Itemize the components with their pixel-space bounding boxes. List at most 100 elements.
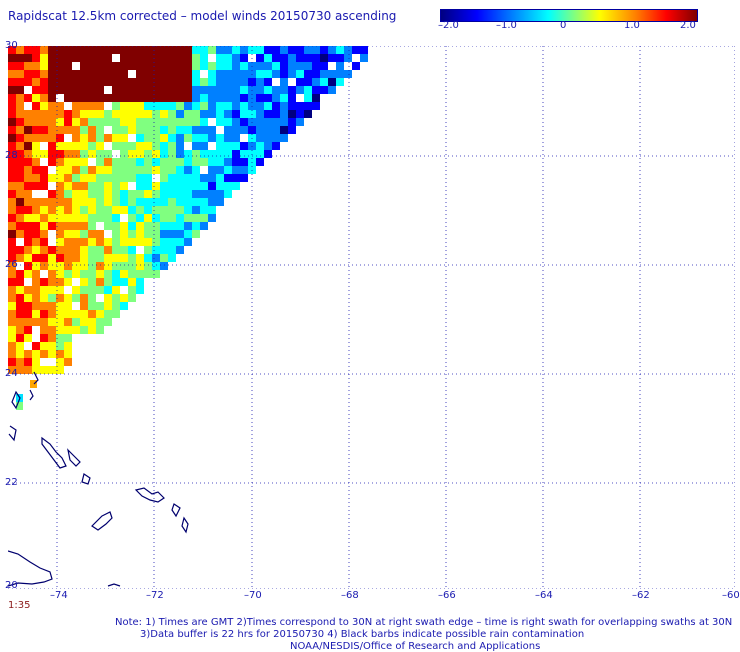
wind-cell xyxy=(64,262,72,270)
wind-cell xyxy=(144,126,152,134)
wind-cell xyxy=(96,174,104,182)
wind-cell xyxy=(64,110,72,118)
wind-cell xyxy=(144,110,152,118)
wind-cell xyxy=(184,198,192,206)
wind-cell xyxy=(24,78,32,86)
wind-cell xyxy=(272,126,280,134)
wind-cell xyxy=(304,102,312,110)
wind-cell xyxy=(32,62,40,70)
note-line-1: Note: 1) Times are GMT 2)Times correspon… xyxy=(115,617,733,628)
wind-cell xyxy=(8,86,16,94)
wind-cell xyxy=(64,62,72,70)
wind-cell xyxy=(112,166,120,174)
wind-cell xyxy=(16,342,24,350)
wind-cell xyxy=(16,62,24,70)
wind-cell xyxy=(312,94,320,102)
wind-cell xyxy=(72,310,80,318)
wind-cell xyxy=(112,222,120,230)
wind-cell xyxy=(16,246,24,254)
wind-cell xyxy=(200,134,208,142)
wind-cell xyxy=(120,94,128,102)
wind-cell xyxy=(208,134,216,142)
wind-cell xyxy=(144,54,152,62)
wind-cell xyxy=(272,46,280,54)
wind-cell xyxy=(32,302,40,310)
wind-cell xyxy=(256,150,264,158)
wind-cell xyxy=(208,70,216,78)
wind-cell xyxy=(8,286,16,294)
wind-cell xyxy=(8,182,16,190)
wind-cell xyxy=(256,126,264,134)
wind-cell xyxy=(80,310,88,318)
wind-cell xyxy=(184,110,192,118)
wind-cell xyxy=(104,310,112,318)
wind-cell xyxy=(120,118,128,126)
wind-cell xyxy=(16,150,24,158)
wind-cell xyxy=(144,222,152,230)
wind-cell xyxy=(72,142,80,150)
wind-cell xyxy=(264,118,272,126)
wind-cell xyxy=(120,134,128,142)
wind-cell xyxy=(152,110,160,118)
wind-cell xyxy=(160,118,168,126)
wind-cell xyxy=(232,126,240,134)
wind-cell xyxy=(200,158,208,166)
wind-cell xyxy=(32,358,40,366)
lat-lon-grid xyxy=(8,46,735,589)
wind-cell xyxy=(128,222,136,230)
wind-cell xyxy=(176,150,184,158)
wind-cell xyxy=(96,246,104,254)
wind-cell xyxy=(8,262,16,270)
wind-cell xyxy=(136,166,144,174)
wind-cell xyxy=(32,166,40,174)
wind-cell xyxy=(168,78,176,86)
wind-cell xyxy=(128,46,136,54)
wind-cell xyxy=(56,246,64,254)
island-abaco xyxy=(33,371,39,385)
wind-cell xyxy=(328,86,336,94)
colorbar xyxy=(440,9,698,22)
wind-cell xyxy=(128,198,136,206)
wind-cell xyxy=(200,182,208,190)
wind-cell xyxy=(256,62,264,70)
wind-cell xyxy=(344,54,352,62)
wind-cell xyxy=(160,166,168,174)
wind-cell xyxy=(104,62,112,70)
wind-cell xyxy=(120,174,128,182)
wind-cell xyxy=(264,102,272,110)
wind-cell xyxy=(16,254,24,262)
wind-cell xyxy=(176,166,184,174)
wind-cell xyxy=(8,54,16,62)
wind-cell xyxy=(72,206,80,214)
wind-cell xyxy=(16,214,24,222)
wind-cell xyxy=(40,110,48,118)
wind-cell xyxy=(136,118,144,126)
wind-cell xyxy=(200,78,208,86)
wind-cell xyxy=(72,174,80,182)
wind-cell xyxy=(144,206,152,214)
wind-cell xyxy=(56,190,64,198)
wind-cell xyxy=(136,46,144,54)
wind-cell xyxy=(64,278,72,286)
wind-cell xyxy=(48,126,56,134)
wind-cell xyxy=(176,158,184,166)
wind-cell xyxy=(16,402,23,410)
wind-cell xyxy=(136,54,144,62)
wind-cell xyxy=(288,102,296,110)
wind-cell xyxy=(160,214,168,222)
wind-cell xyxy=(48,302,56,310)
wind-cell xyxy=(160,230,168,238)
wind-cell xyxy=(120,150,128,158)
wind-cell xyxy=(48,334,56,342)
wind-cell xyxy=(168,134,176,142)
wind-cell xyxy=(168,174,176,182)
wind-cell xyxy=(8,78,16,86)
wind-cell xyxy=(184,206,192,214)
wind-cell xyxy=(168,246,176,254)
wind-cell xyxy=(72,54,80,62)
wind-cell xyxy=(272,142,280,150)
wind-cell xyxy=(144,86,152,94)
wind-cell xyxy=(104,70,112,78)
wind-cell xyxy=(312,54,320,62)
wind-cell xyxy=(48,222,56,230)
